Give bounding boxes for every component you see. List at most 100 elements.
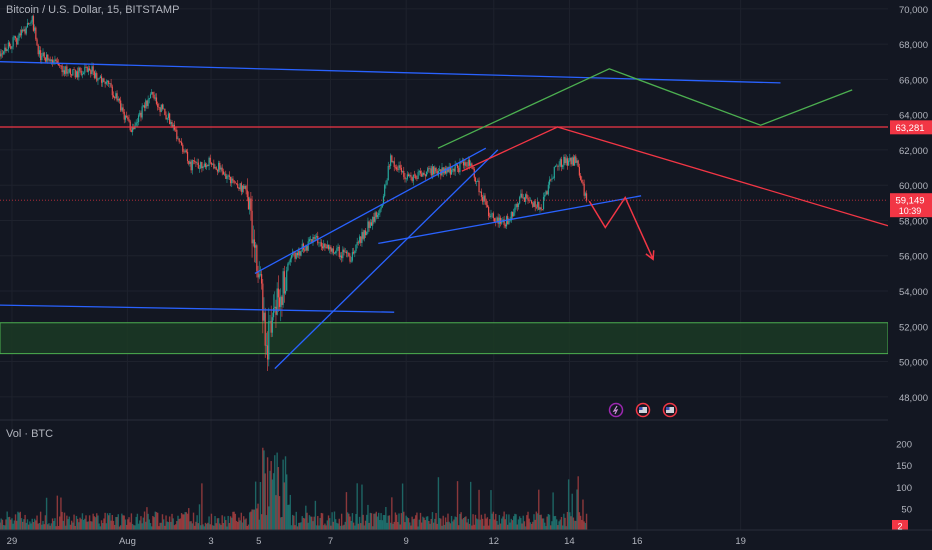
- volume-bar: [391, 497, 393, 530]
- volume-bar: [21, 521, 24, 530]
- candle-body: [250, 198, 252, 211]
- volume-bar: [325, 525, 327, 530]
- volume-bar: [305, 505, 307, 530]
- volume-bar: [410, 525, 412, 530]
- red-trendline: [461, 126, 889, 227]
- volume-bar: [351, 513, 354, 530]
- volume-bar: [98, 523, 100, 530]
- volume-bar: [536, 513, 539, 530]
- candle-body: [118, 98, 121, 101]
- volume-bar: [330, 525, 332, 530]
- candle-body: [183, 151, 185, 153]
- candle-body: [462, 161, 465, 166]
- volume-bar: [79, 517, 81, 530]
- symbol-title[interactable]: Bitcoin / U.S. Dollar, 15, BITSTAMP: [6, 4, 180, 16]
- volume-bar: [372, 526, 374, 530]
- candle-body: [531, 200, 533, 204]
- candle-body: [312, 237, 314, 243]
- candle-body: [553, 166, 555, 178]
- volume-bar: [553, 516, 556, 530]
- candle-body: [290, 255, 293, 259]
- volume-bar: [277, 467, 280, 530]
- volume-bar: [422, 516, 424, 530]
- event-icons[interactable]: [608, 402, 678, 418]
- candle-body: [321, 246, 324, 249]
- candle-body: [50, 59, 52, 62]
- volume-bar: [388, 515, 391, 530]
- candle-body: [191, 160, 193, 171]
- volume-bar: [459, 513, 461, 530]
- volume-bar: [256, 508, 258, 530]
- candle-body: [430, 168, 432, 176]
- volume-bar: [456, 481, 459, 530]
- volume-bar: [583, 521, 585, 530]
- volume-bar: [555, 519, 558, 530]
- volume-bar: [478, 489, 480, 530]
- candle-body: [157, 103, 159, 108]
- volume-bar: [575, 520, 577, 530]
- candle-body: [409, 175, 411, 177]
- candle-body: [86, 66, 88, 72]
- blue-trendline: [254, 147, 487, 274]
- volume-bar: [424, 520, 426, 530]
- volume-bar: [106, 513, 109, 530]
- candle-body: [10, 46, 12, 49]
- candle-body: [175, 129, 177, 131]
- volume-bar: [493, 519, 496, 530]
- candle-body: [491, 213, 493, 215]
- candle-body: [419, 171, 422, 174]
- candle-body: [271, 317, 273, 333]
- volume-bar: [76, 518, 79, 530]
- volume-bar: [116, 517, 118, 530]
- volume-bar: [204, 522, 207, 530]
- candle-body: [400, 167, 402, 172]
- candle-body: [422, 172, 424, 177]
- candle-body: [172, 124, 174, 128]
- candle-body: [14, 36, 17, 39]
- candle-body: [364, 230, 367, 236]
- candle-body: [83, 72, 85, 74]
- candle-body: [79, 67, 81, 71]
- drawn-trendlines[interactable]: [0, 61, 889, 370]
- candle-body: [283, 271, 285, 294]
- time-axis[interactable]: 29 Aug 3 5 7 9 12 14 16 19: [0, 529, 932, 550]
- volume-bar: [146, 507, 148, 530]
- volume-bar: [290, 525, 293, 530]
- volume-bar: [324, 523, 326, 530]
- candle-body: [126, 115, 128, 118]
- candle-body: [221, 167, 223, 172]
- candle-body: [74, 69, 76, 78]
- candle-body: [111, 86, 113, 96]
- price-axis[interactable]: 70,000 68,000 66,000 64,000 62,000 60,000 58,0…: [888, 0, 932, 550]
- volume-bar: [491, 513, 493, 530]
- candle-body: [72, 69, 74, 76]
- volume-bar: [354, 525, 356, 530]
- volume-bar: [234, 513, 237, 530]
- candle-body: [142, 105, 144, 107]
- candle-body: [37, 45, 39, 55]
- candle-body: [210, 162, 213, 165]
- candle-body: [204, 163, 207, 168]
- candle-body: [448, 166, 450, 172]
- candle-body: [128, 119, 130, 122]
- candle-body: [333, 252, 336, 254]
- volume-bar: [55, 526, 57, 530]
- candle-body: [482, 196, 484, 202]
- volume-bar: [302, 517, 305, 530]
- volume-bar: [113, 524, 116, 530]
- volume-bar: [247, 524, 250, 530]
- volume-bar: [469, 481, 472, 530]
- volume-bar: [576, 489, 578, 530]
- candle-body: [344, 251, 346, 253]
- candle-body: [466, 166, 468, 167]
- candle-body: [305, 245, 307, 251]
- candle-body: [403, 170, 405, 177]
- candle-body: [20, 30, 23, 36]
- candles: [0, 14, 588, 372]
- volume-bar: [97, 515, 99, 530]
- candle-body: [434, 167, 436, 174]
- green-projection-line: [437, 68, 853, 149]
- candle-body: [326, 244, 328, 249]
